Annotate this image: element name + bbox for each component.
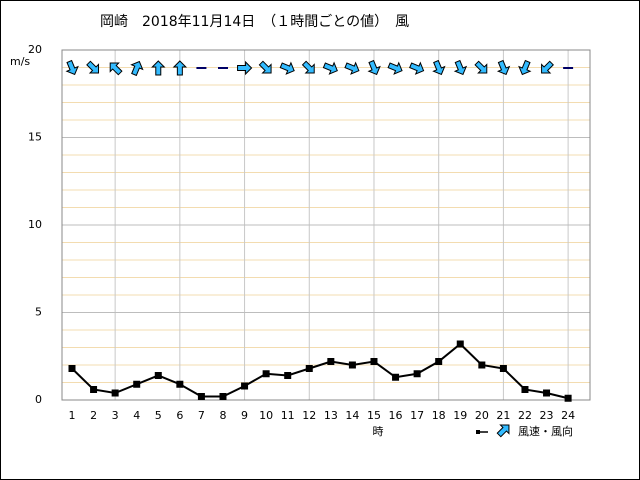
speed-marker: [370, 358, 378, 365]
speed-marker: [219, 393, 227, 400]
speed-marker: [111, 389, 119, 397]
y-tick-label: 15: [28, 131, 42, 144]
speed-marker: [284, 372, 292, 379]
y-tick-label: 0: [35, 393, 42, 406]
x-tick-label: 5: [155, 409, 162, 422]
direction-arrow: [496, 59, 511, 76]
direction-arrow: [474, 60, 488, 74]
direction-arrow: [518, 59, 532, 76]
x-tick-label: 23: [540, 409, 554, 422]
x-tick-label: 20: [475, 409, 489, 422]
speed-marker: [154, 372, 162, 379]
x-tick-label: 2: [90, 409, 97, 422]
speed-marker: [413, 370, 421, 378]
plot-frame: [61, 49, 591, 401]
speed-marker: [435, 358, 443, 365]
x-tick-label: 16: [389, 409, 403, 422]
chart-title: 岡崎 2018年11月14日 （１時間ごとの値） 風: [100, 14, 409, 30]
speed-marker: [478, 361, 486, 369]
y-tick-label: 10: [28, 218, 42, 231]
x-tick-label: 8: [219, 409, 226, 422]
legend-marker: [476, 430, 480, 434]
direction-arrow: [322, 61, 338, 75]
direction-arrow: [344, 61, 360, 75]
direction-arrow: [151, 60, 166, 76]
direction-arrow: [453, 59, 468, 76]
direction-arrow: [409, 61, 425, 75]
legend-label: 風速・風向: [518, 424, 573, 438]
x-tick-label: 13: [324, 409, 338, 422]
speed-marker: [241, 382, 249, 390]
direction-arrow: [367, 59, 381, 76]
direction-arrow: [387, 61, 403, 75]
y-tick-label: 5: [35, 306, 42, 319]
x-tick-label: 17: [410, 409, 424, 422]
speed-marker: [68, 365, 76, 372]
direction-arrow: [541, 60, 554, 74]
direction-arrow: [65, 59, 79, 76]
speed-marker: [133, 380, 141, 388]
speed-marker: [348, 361, 356, 369]
legend-arrow: [496, 424, 510, 438]
direction-arrow: [86, 60, 100, 74]
x-tick-label: 4: [133, 409, 140, 422]
y-tick-label: 20: [28, 43, 42, 56]
x-tick-label: 7: [198, 409, 205, 422]
speed-marker: [262, 370, 270, 378]
y-unit: m/s: [10, 55, 30, 68]
x-tick-label: 15: [367, 409, 381, 422]
x-tick-label: 19: [453, 409, 467, 422]
direction-arrow: [301, 60, 315, 74]
x-tick-label: 6: [176, 409, 183, 422]
x-tick-label: 9: [241, 409, 248, 422]
x-tick-label: 10: [259, 409, 273, 422]
speed-line: [71, 342, 569, 400]
x-tick-label: 18: [432, 409, 446, 422]
x-tick-label: 12: [302, 409, 316, 422]
speed-marker: [305, 365, 313, 372]
x-tick-label: 21: [496, 409, 510, 422]
speed-marker: [456, 340, 464, 348]
x-axis-label: 時: [373, 425, 384, 438]
speed-marker: [392, 373, 400, 381]
direction-arrow: [279, 61, 295, 75]
direction-arrow: [109, 62, 123, 76]
direction-arrow: [258, 60, 272, 74]
direction-arrow: [432, 59, 446, 76]
speed-marker: [197, 393, 205, 400]
x-tick-label: 3: [112, 409, 119, 422]
x-tick-label: 22: [518, 409, 532, 422]
x-tick-label: 24: [561, 409, 575, 422]
speed-marker: [499, 365, 507, 372]
direction-arrow: [130, 60, 144, 77]
speed-marker: [543, 389, 551, 397]
x-tick-label: 14: [345, 409, 359, 422]
direction-arrow: [237, 60, 253, 76]
x-tick-label: 11: [281, 409, 295, 422]
speed-marker: [564, 394, 572, 402]
speed-marker: [90, 386, 98, 393]
speed-marker: [176, 380, 184, 388]
x-tick-label: 1: [69, 409, 76, 422]
speed-marker: [327, 358, 335, 365]
direction-arrow: [172, 60, 188, 76]
speed-marker: [521, 386, 529, 393]
